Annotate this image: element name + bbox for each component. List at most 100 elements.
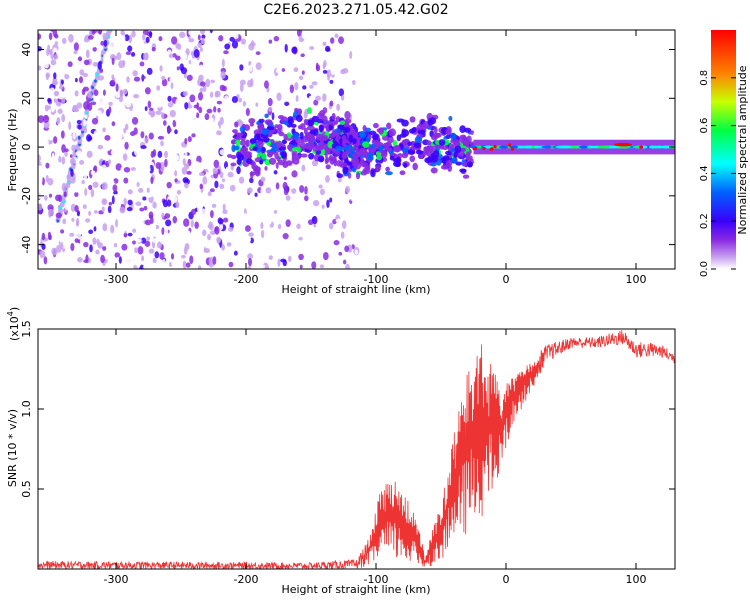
heatmap-cell: [341, 139, 347, 148]
heatmap-cell: [83, 241, 89, 248]
heatmap-cell: [67, 61, 73, 68]
heatmap-cell: [95, 255, 100, 263]
heatmap-cell: [164, 158, 168, 168]
x-tick-label: -100: [364, 273, 389, 286]
heatmap-cell: [465, 139, 470, 147]
heatmap-cell: [281, 139, 288, 145]
heatmap-cell: [214, 180, 219, 189]
heatmap-cell: [222, 203, 226, 211]
heatmap-cell: [137, 212, 142, 219]
heatmap-cell: [415, 150, 424, 155]
heatmap-cell: [110, 149, 116, 155]
heatmap-cell: [126, 207, 133, 212]
heatmap-cell: [239, 126, 246, 133]
heatmap-cell: [273, 210, 278, 214]
figure-title: C2E6.2023.271.05.42.G02: [263, 2, 448, 18]
heatmap-cell: [48, 208, 54, 216]
heatmap-cell: [276, 92, 282, 101]
heatmap-cell: [182, 177, 189, 183]
heatmap-cell: [254, 169, 261, 177]
heatmap-cell: [266, 126, 275, 131]
heatmap-cell: [69, 232, 75, 237]
heatmap-cell: [278, 146, 287, 151]
heatmap-cell: [40, 160, 45, 165]
heatmap-cell: [413, 142, 422, 149]
heatmap-cell: [450, 157, 458, 164]
heatmap-cell: [94, 152, 101, 162]
heatmap-cell: [273, 35, 280, 42]
heatmap-cell: [100, 40, 105, 46]
heatmap-cell: [210, 79, 216, 84]
heatmap-cell: [246, 187, 253, 194]
heatmap-cell: [339, 185, 345, 193]
heatmap-cell: [137, 246, 144, 255]
colorbar-gradient: [711, 30, 736, 269]
heatmap-cell: [44, 62, 49, 69]
heatmap-cell: [139, 97, 145, 106]
heatmap-cell: [338, 78, 343, 83]
heatmap-cell: [142, 33, 146, 41]
heatmap-cell: [99, 99, 104, 107]
heatmap-cell: [163, 150, 169, 159]
heatmap-cell: [205, 132, 209, 138]
heatmap-cell: [296, 30, 303, 37]
heatmap-cell: [167, 101, 174, 108]
heatmap-cell: [248, 64, 253, 72]
heatmap-cell: [216, 30, 221, 34]
heatmap-cell: [186, 170, 192, 175]
heatmap-cell: [90, 170, 96, 176]
heatmap-cell: [188, 30, 194, 36]
heatmap-cell: [385, 166, 390, 172]
heatmap-cell: [170, 82, 174, 89]
heatmap-cell: [53, 90, 60, 97]
colorbar-label: Normalized spectral amplitude: [736, 65, 749, 234]
heatmap-cell: [348, 134, 354, 143]
heatmap-cell: [219, 183, 225, 189]
heatmap-cell: [249, 171, 256, 176]
heatmap-cell: [373, 122, 379, 129]
heatmap-cell: [102, 32, 108, 41]
heatmap-cell: [60, 79, 64, 85]
heatmap-cell: [152, 201, 157, 209]
heatmap-cell: [179, 31, 186, 39]
heatmap-cell: [325, 175, 330, 183]
heatmap-cell: [156, 85, 161, 91]
heatmap-cell: [244, 169, 248, 178]
heatmap-cell: [247, 79, 253, 88]
heatmap-cell: [113, 242, 118, 248]
heatmap-cell: [121, 185, 127, 191]
heatmap-cell: [335, 218, 342, 223]
heatmap-cell: [197, 42, 202, 48]
heatmap-cell: [54, 41, 59, 45]
heatmap-cell: [323, 135, 328, 142]
heatmap-cell: [44, 104, 49, 112]
heatmap-cell: [295, 154, 301, 160]
heatmap-cell: [65, 71, 72, 75]
heatmap-cell: [151, 110, 156, 117]
heatmap-cell: [158, 36, 163, 42]
heatmap-cell: [213, 220, 217, 225]
heatmap-cell: [154, 251, 160, 259]
heatmap-cell: [61, 182, 67, 192]
heatmap-cell: [88, 184, 93, 191]
heatmap-cell: [399, 133, 407, 138]
heatmap-cell: [300, 153, 308, 158]
heatmap-cell: [137, 217, 143, 223]
snr-line: [38, 330, 675, 569]
heatmap-cell: [172, 216, 178, 224]
heatmap-cell: [299, 264, 303, 269]
colorbar-ticks: 0.0 0.2 0.4 0.6 0.8: [699, 70, 736, 277]
heatmap-cell: [193, 49, 200, 58]
heatmap-cell: [209, 30, 213, 34]
heatmap-cell: [38, 203, 43, 211]
heatmap-cell: [39, 250, 46, 259]
heatmap-cell: [407, 149, 416, 155]
heatmap-cell: [189, 255, 194, 264]
heatmap-cell: [285, 68, 291, 75]
heatmap-cell: [316, 144, 324, 151]
heatmap-cell: [256, 235, 260, 242]
heatmap-cell: [420, 128, 425, 135]
heatmap-cell: [221, 244, 225, 251]
heatmap-cell: [427, 145, 434, 153]
heatmap-cell: [190, 234, 194, 242]
